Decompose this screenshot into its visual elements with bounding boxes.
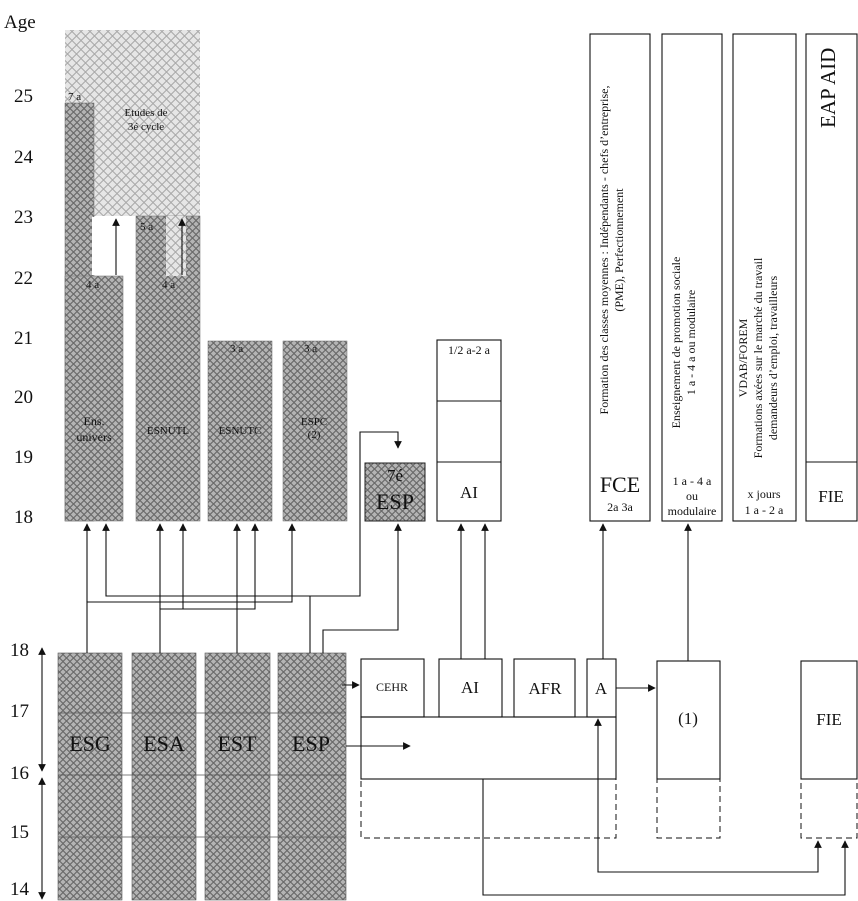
age-tick-23: 23 [14, 207, 33, 228]
vdab-description: VDAB/FOREM Formations axées sur le march… [736, 238, 781, 478]
esp7-label: ESP [376, 489, 414, 514]
afr-label: AFR [528, 679, 562, 698]
univers-label: univers [76, 430, 112, 444]
eps-duration-2: ou [686, 489, 698, 503]
ai-box [436, 339, 502, 522]
age-tick-bottom-16: 16 [10, 763, 29, 784]
axis-title: Age [4, 12, 36, 33]
age-tick-25: 25 [14, 86, 33, 107]
vdab-duration-1: x jours [747, 487, 781, 501]
vdab-text-line2: Formations axées sur le marché du travai… [751, 257, 765, 459]
age-tick-bottom-17: 17 [10, 701, 29, 722]
third-cycle-region [65, 30, 200, 103]
fce-duration: 2a 3a [607, 500, 633, 514]
duration-5a: 5 a [140, 221, 154, 233]
fce-text-line2: (PME), Perfectionnement [612, 188, 626, 312]
eps-description: Enseignement de promotion sociale 1 a - … [669, 225, 699, 460]
duration-3a-esnutc: 3 a [230, 343, 244, 355]
third-cycle-region-lower [94, 103, 200, 216]
esnutc-block [207, 340, 273, 522]
esp-label: ESP [292, 731, 330, 756]
espc-label: ESPC [300, 416, 328, 428]
fie-label-top: FIE [818, 487, 844, 506]
ai-lower-label: AI [461, 678, 479, 697]
duration-3a-espc: 3 a [304, 343, 318, 355]
age-tick-20: 20 [14, 387, 33, 408]
etudes-label: Etudes de [124, 107, 168, 119]
gap-light-2 [166, 216, 186, 276]
lower-boxes [360, 658, 858, 780]
dashed-boxes [360, 778, 858, 839]
age-tick-19: 19 [14, 447, 33, 468]
fie-lower-label: FIE [816, 710, 842, 729]
ai-duration: 1/2 a-2 a [448, 343, 490, 357]
secondary-blocks [57, 652, 347, 901]
eps-text-line2: 1 a - 4 a ou modulaire [684, 289, 698, 396]
duration-4a-univ: 4 a [86, 279, 100, 291]
age-tick-bottom-14: 14 [10, 879, 29, 900]
esp7-block [364, 462, 426, 522]
fce-description: Formation des classes moyennes : Indépen… [597, 40, 627, 460]
espc-note: (2) [307, 429, 321, 441]
eps-duration-3: modulaire [667, 504, 717, 518]
age-tick-21: 21 [14, 328, 33, 349]
age-tick-bottom-18: 18 [10, 640, 29, 661]
esnutc-label: ESNUTC [218, 425, 262, 437]
gap-white-1 [92, 217, 106, 275]
ens-label: Ens. [83, 414, 105, 428]
age-tick-24: 24 [14, 147, 33, 168]
age-tick-bottom-15: 15 [10, 822, 29, 843]
a-label: A [594, 679, 608, 698]
fce-text-line1: Formation des classes moyennes : Indépen… [597, 85, 611, 415]
esnutl-label: ESNUTL [146, 425, 190, 437]
duration-7a: 7 a [68, 91, 82, 103]
esa-label: ESA [143, 731, 185, 756]
eps-duration-1: 1 a - 4 a [672, 474, 712, 488]
vertical-boxes [589, 33, 858, 522]
cehr-label: CEHR [375, 680, 409, 694]
vdab-text-line1: VDAB/FOREM [736, 318, 750, 398]
ai-label: AI [460, 483, 478, 502]
fce-label: FCE [599, 472, 641, 497]
age-tick-18: 18 [14, 507, 33, 528]
vdab-duration-2: 1 a - 2 a [744, 503, 784, 517]
age-tick-22: 22 [14, 268, 33, 289]
higher-education-blocks [64, 30, 426, 522]
ens-univers-block [64, 275, 124, 522]
duration-4a-esnutl: 4 a [162, 279, 176, 291]
third-cycle-label: 3é cycle [127, 121, 165, 133]
vdab-text-line3: demandeurs d’emploi, travailleurs [766, 275, 780, 441]
eps-text-line1: Enseignement de promotion sociale [669, 256, 683, 429]
note-1-label: (1) [678, 709, 698, 728]
espc-block [282, 340, 348, 522]
esp7-ordinal: 7é [386, 466, 404, 485]
esg-label: ESG [69, 731, 111, 756]
eap-aid-label: EAP AID [816, 47, 840, 128]
est-label: EST [217, 731, 257, 756]
flow-arrows [38, 218, 849, 900]
